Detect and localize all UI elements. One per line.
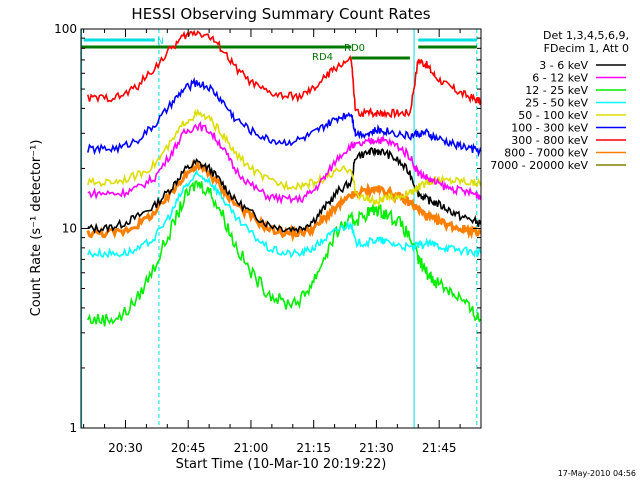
series-line: [87, 76, 482, 158]
legend-label: 25 - 50 keV: [525, 97, 588, 110]
series-300-800keV-keV: [87, 29, 482, 119]
rd4-label: RD4: [312, 52, 333, 63]
chart-title: HESSI Observing Summary Count Rates: [131, 5, 430, 23]
x-tick-label: 20:45: [171, 441, 206, 455]
series-line: [87, 180, 482, 327]
series-line: [87, 121, 482, 206]
rd0-label: RD0: [344, 43, 365, 54]
y-tick-label: 1: [69, 421, 77, 435]
series-12-25keV-keV: [87, 180, 482, 327]
series-line: [86, 159, 482, 243]
x-tick-label: 21:45: [422, 441, 457, 455]
x-tick-label: 21:15: [296, 441, 331, 455]
series-line: [87, 146, 482, 234]
legend-label: 50 - 100 keV: [518, 109, 588, 122]
y-tick-label: 10: [62, 222, 77, 236]
series-6-12keV-keV: [87, 121, 482, 206]
legend-label: 7000 - 20000 keV: [490, 159, 588, 172]
series-line: [87, 108, 482, 208]
series-800-7000keV-keV: [86, 159, 482, 243]
series-line: [87, 29, 482, 119]
x-tick-label: 21:30: [359, 441, 394, 455]
axes: 20:30 20:45 21:00 21:15 21:30 21:45 1 10 100: [54, 22, 482, 455]
legend-header-line-2: FDecim 1, Att 0: [544, 42, 629, 55]
footer-timestamp: 17-May-2010 04:56: [558, 469, 636, 478]
series-100-300keV-keV: [87, 76, 482, 158]
legend-label: 300 - 800 keV: [511, 134, 588, 147]
x-axis-label: Start Time (10-Mar-10 20:19:22): [176, 457, 387, 472]
legend-label: 12 - 25 keV: [525, 84, 588, 97]
y-tick-label: 100: [54, 22, 77, 36]
series-3-6keV-keV: [87, 146, 482, 234]
legend-label: 6 - 12 keV: [532, 72, 588, 85]
series-50-100keV-keV: [87, 108, 482, 208]
legend-label: 100 - 300 keV: [511, 122, 588, 135]
series-line: [87, 169, 482, 259]
series-layer: [86, 29, 482, 327]
legend-label: 800 - 7000 keV: [504, 147, 588, 160]
series-25-50keV-keV: [87, 169, 482, 259]
legend-label: 3 - 6 keV: [539, 59, 588, 72]
night-label: N: [157, 37, 164, 47]
y-axis-label: Count Rate (s⁻¹ detector⁻¹): [29, 140, 44, 317]
x-tick-label: 21:00: [234, 441, 269, 455]
legend-header-line-1: Det 1,3,4,5,6,9,: [543, 29, 629, 42]
x-tick-label: 20:30: [108, 441, 143, 455]
